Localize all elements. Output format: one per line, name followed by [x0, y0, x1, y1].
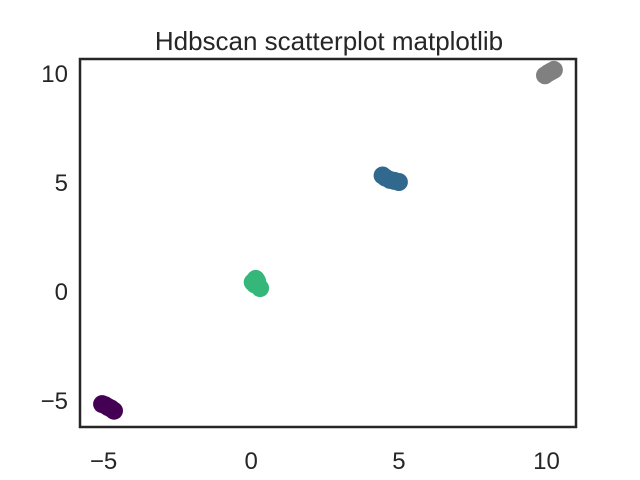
y-tick-label: −5: [41, 388, 68, 415]
y-tick-label: 0: [55, 279, 68, 306]
chart-title: Hdbscan scatterplot matplotlib: [155, 26, 503, 56]
y-axis-ticks: −5 0 5 10: [41, 61, 68, 415]
plot-frame: [78, 57, 578, 429]
x-axis-ticks: −5 0 5 10: [90, 448, 560, 475]
x-tick-label: 10: [533, 448, 560, 475]
x-tick-label: 5: [392, 448, 405, 475]
scatter-point-cluster-2: [389, 173, 408, 191]
y-tick-label: 10: [41, 61, 68, 88]
scatter-point-cluster-3: [544, 60, 563, 79]
scatter-point-cluster-0: [105, 401, 123, 420]
x-tick-label: 0: [245, 448, 258, 475]
y-tick-label: 5: [55, 170, 68, 197]
data-points: [93, 60, 563, 420]
scatter-point-cluster-1: [248, 272, 267, 291]
x-tick-label: −5: [90, 448, 117, 475]
